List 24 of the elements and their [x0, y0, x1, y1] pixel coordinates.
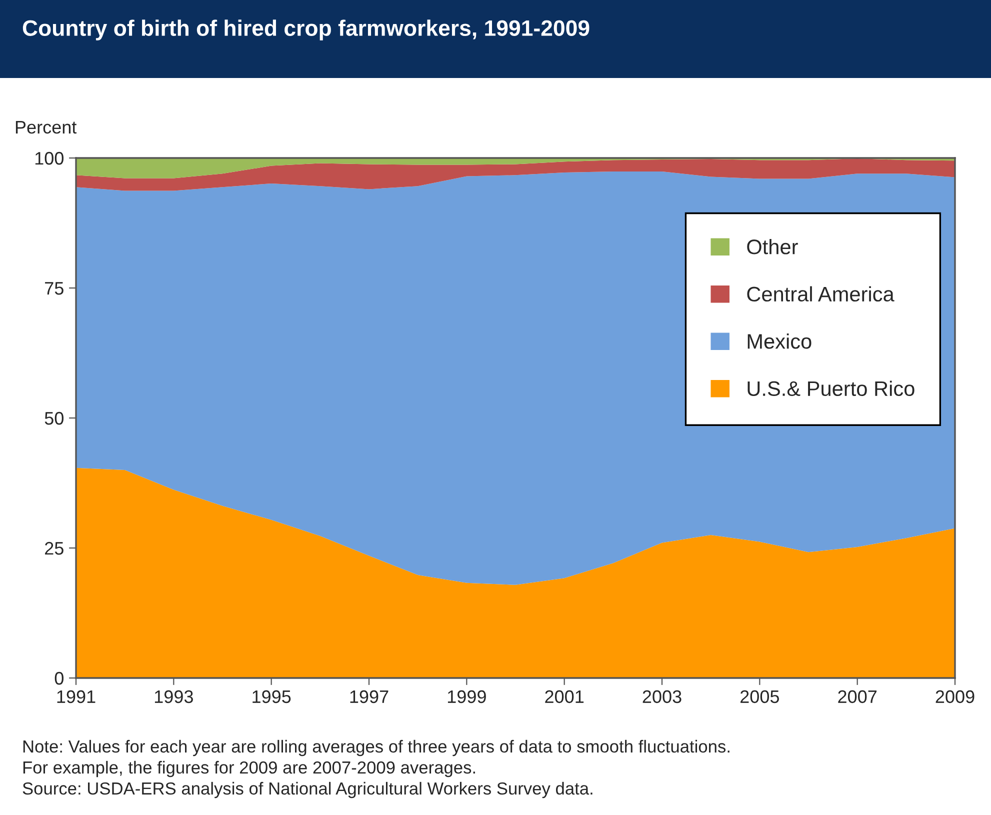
y-tick-label: 100	[35, 152, 64, 165]
text: Note: Values for each year are rolling averages of three years of data to smooth fluctuations.	[23, 740, 730, 756]
x-tick-label: 2005	[740, 690, 779, 704]
legend-label: Other	[747, 239, 798, 254]
x-tick-label: 1997	[350, 690, 388, 704]
legend-label: Mexico	[748, 333, 812, 349]
x-tick-label: 2009	[936, 690, 974, 704]
text: For example, the figures for 2009 are 2007-2009 averages.	[23, 760, 475, 778]
y-tick-label: 50	[44, 412, 64, 425]
y-tick-label: 75	[45, 282, 64, 295]
x-tick-label: 2007	[838, 690, 877, 704]
y-tick-label: 25	[45, 542, 64, 555]
x-tick-label: 2003	[642, 690, 682, 704]
x-tick-label: 1995	[252, 690, 291, 704]
x-tick-label: 1999	[448, 690, 486, 704]
legend-label: U.S.& Puerto Rico	[748, 380, 914, 396]
x-tick-label: 2001	[545, 690, 584, 704]
x-tick-label: 1993	[154, 690, 193, 704]
legend-label: Central America	[747, 286, 894, 302]
y-axis-title: Percent	[16, 121, 77, 134]
chart-title: Country of birth of hired crop farmworkers, 1991-2009	[22, 20, 590, 40]
x-tick-label: 1991	[57, 690, 96, 704]
y-tick-label: 0	[54, 672, 64, 685]
source-note: Source: USDA-ERS analysis of National Agricultural Workers Survey data.	[22, 782, 592, 798]
